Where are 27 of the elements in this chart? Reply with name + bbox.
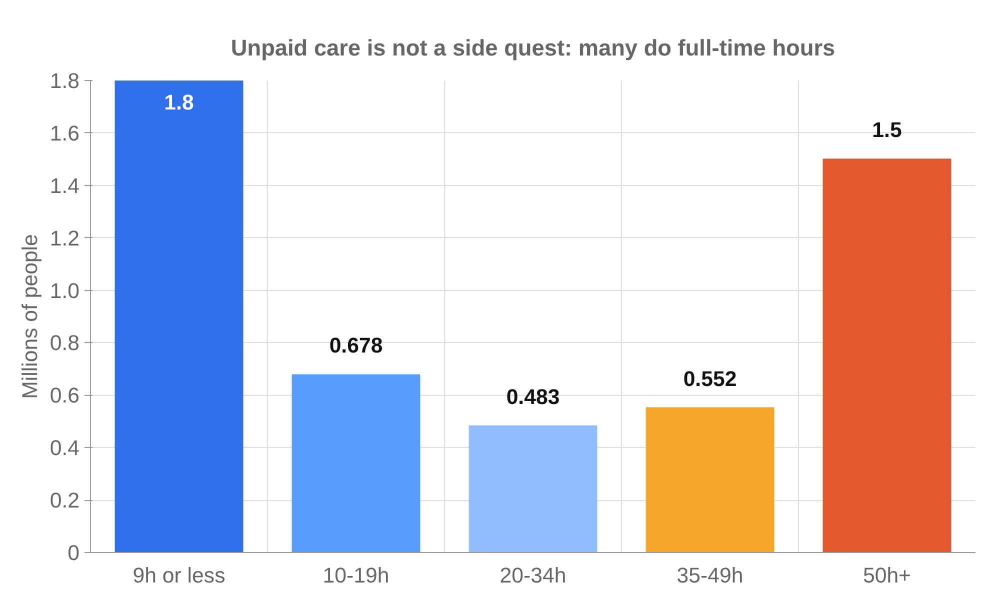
bar xyxy=(292,374,420,552)
y-tick-label: 0 xyxy=(68,541,80,565)
bar xyxy=(114,80,244,552)
x-tick-label: 9h or less xyxy=(132,564,226,588)
y-tick-label: 0.8 xyxy=(50,331,80,356)
x-tick-label: 35-49h xyxy=(676,564,744,588)
data-label: 0.483 xyxy=(506,384,560,409)
y-tick-label: 1.6 xyxy=(50,121,80,146)
data-label: 1.5 xyxy=(872,118,902,142)
data-label: 0.552 xyxy=(683,366,737,391)
data-label: 0.678 xyxy=(329,334,383,358)
x-tick-label: 10-19h xyxy=(322,564,390,588)
y-tick-label: 0.4 xyxy=(50,436,80,460)
y-tick-label: 0.2 xyxy=(50,488,80,513)
y-tick-label: 1.2 xyxy=(50,226,80,250)
y-tick-label: 1.4 xyxy=(50,174,80,198)
bar xyxy=(822,158,952,552)
chart-title: Unpaid care is not a side quest: many do full-time hours xyxy=(230,34,836,60)
y-tick-label: 1.0 xyxy=(50,278,80,303)
y-tick-label: 0.6 xyxy=(50,384,80,408)
x-tick-label: 50h+ xyxy=(862,564,912,588)
data-label: 1.8 xyxy=(164,90,194,114)
bar xyxy=(468,425,598,552)
y-tick-label: 1.8 xyxy=(50,69,80,93)
y-axis-title: Millions of people xyxy=(18,234,42,399)
bar xyxy=(646,407,774,552)
x-tick-label: 20-34h xyxy=(500,564,566,588)
